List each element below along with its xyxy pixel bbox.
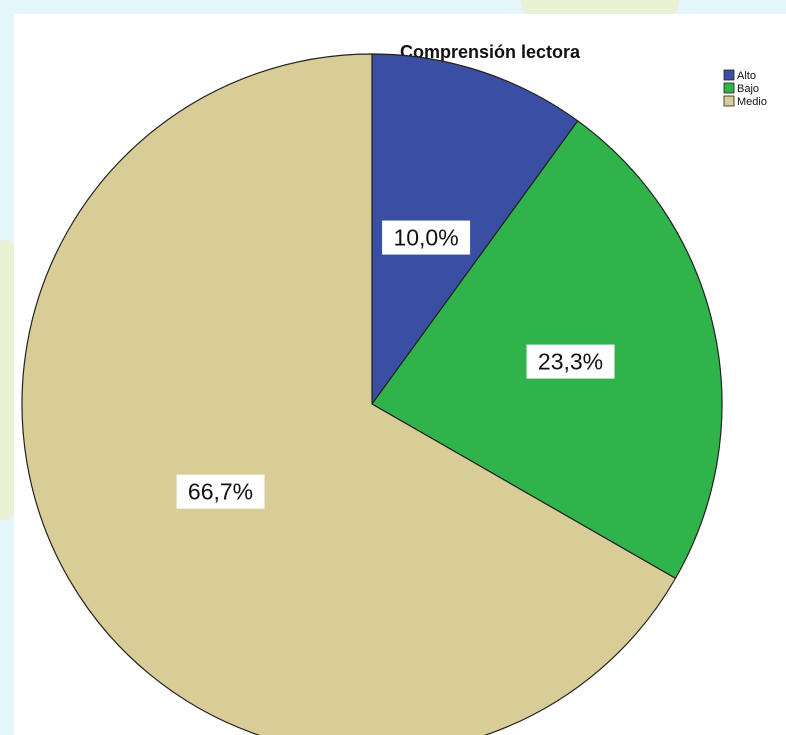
pie-data-labels: 10,0% 23,3% 66,7% bbox=[176, 220, 615, 509]
data-label-medio: 66,7% bbox=[188, 479, 253, 505]
data-label-alto: 10,0% bbox=[393, 225, 458, 251]
legend-swatch-alto bbox=[723, 69, 735, 81]
legend-label-medio: Medio bbox=[737, 96, 767, 108]
legend-label-alto: Alto bbox=[737, 70, 756, 82]
legend-label-bajo: Bajo bbox=[737, 83, 759, 95]
legend-swatch-medio bbox=[723, 95, 735, 107]
pie-slices bbox=[21, 53, 723, 735]
data-label-box-bajo bbox=[526, 344, 615, 379]
pie-slice-medio bbox=[21, 53, 677, 735]
data-label-bajo: 23,3% bbox=[538, 349, 603, 375]
data-label-box-medio bbox=[176, 474, 265, 509]
data-label-box-alto bbox=[382, 220, 471, 255]
pie-slice-alto bbox=[371, 53, 579, 406]
legend-swatch-bajo bbox=[723, 82, 735, 94]
chart-title: Comprensión lectora bbox=[400, 42, 581, 62]
